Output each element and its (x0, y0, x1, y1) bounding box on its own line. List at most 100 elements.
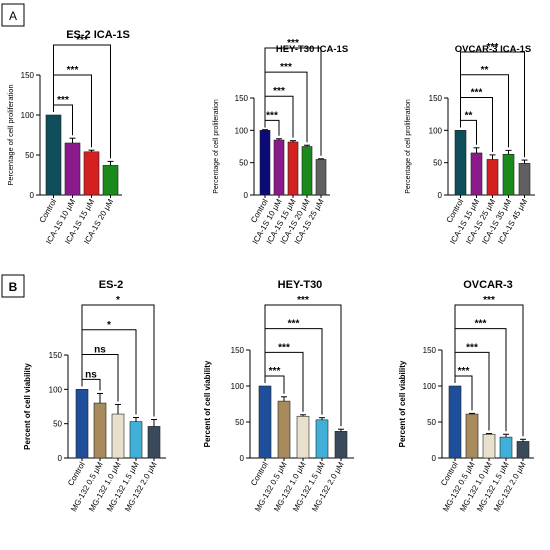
significance-label: ns (94, 345, 106, 356)
bar (482, 433, 496, 459)
panel-a-label-box: A (1, 3, 25, 27)
significance-bracket (454, 328, 507, 432)
bar (301, 146, 313, 196)
bar (287, 141, 299, 196)
y-axis-title: Percentage of cell proliferation (405, 99, 412, 194)
chart-5: OVCAR-3 0 50 100 150 Percent of cell viabilit… (398, 279, 534, 513)
significance-label: *** (278, 342, 290, 353)
significance-label: *** (475, 319, 487, 330)
significance-label: *** (466, 342, 478, 353)
bar (93, 402, 107, 459)
y-axis-title: Percent of cell viability (23, 363, 32, 450)
bar (75, 389, 89, 459)
panel-b-label: B (9, 280, 18, 294)
y-tick-label: 0 (58, 454, 63, 463)
significance-bracket (264, 304, 342, 427)
bar (102, 165, 119, 196)
significance-label: *** (297, 295, 309, 306)
significance-label: *** (483, 295, 495, 306)
y-tick-label: 0 (240, 454, 245, 463)
significance-label: *** (280, 62, 292, 73)
chart-title: OVCAR-3 (463, 279, 513, 291)
y-tick-label: 100 (429, 126, 443, 135)
bar (518, 163, 531, 196)
significance-label: *** (76, 35, 88, 46)
chart-1: HEY-T30 ICA-1S 0 50 100 150 Percentage of cel… (213, 38, 348, 246)
charts-group: ES-2 ICA-1S 0 50 100 150 Percentage of cell p… (6, 29, 535, 513)
y-axis-title: Percentage of cell proliferation (213, 99, 220, 194)
significance-label: *** (67, 65, 79, 76)
bar (111, 413, 125, 459)
bar (486, 159, 499, 196)
bar (465, 413, 479, 459)
bar (258, 385, 272, 459)
y-tick-label: 0 (30, 191, 35, 200)
y-tick-label: 150 (21, 71, 35, 80)
significance-bracket (454, 304, 524, 437)
significance-label: *** (458, 366, 470, 377)
bar (334, 431, 348, 459)
y-tick-label: 50 (239, 159, 248, 168)
panel-b-box (1, 274, 25, 298)
bar (502, 153, 515, 196)
bar (83, 151, 100, 196)
y-tick-label: 100 (423, 382, 437, 391)
bar (259, 130, 271, 196)
bar (315, 419, 329, 459)
y-tick-label: 50 (53, 420, 62, 429)
bar (470, 152, 483, 196)
bar (315, 159, 327, 196)
bar (448, 385, 462, 459)
y-tick-label: 100 (235, 126, 249, 135)
y-tick-label: 100 (231, 382, 245, 391)
y-tick-label: 0 (244, 191, 249, 200)
y-tick-label: 50 (25, 151, 34, 160)
y-tick-label: 0 (432, 454, 437, 463)
y-tick-label: 150 (423, 346, 437, 355)
chart-title: HEY-T30 ICA-1S (276, 44, 348, 55)
y-tick-label: 100 (21, 111, 35, 120)
significance-label: *** (57, 95, 69, 106)
y-tick-label: 100 (49, 385, 63, 394)
bar (64, 142, 81, 196)
significance-label: ns (85, 369, 97, 380)
y-axis-title: Percentage of cell proliferation (6, 84, 15, 185)
panel-b-label-box: B (1, 274, 25, 298)
y-tick-label: 50 (427, 418, 436, 427)
significance-bracket (81, 304, 155, 417)
significance-label: *** (287, 38, 299, 49)
bar (296, 415, 310, 459)
significance-label: ** (465, 110, 473, 121)
significance-bracket (264, 47, 322, 156)
bar (129, 421, 143, 459)
significance-label: * (116, 295, 120, 306)
y-axis-title: Percent of cell viability (398, 360, 407, 447)
significance-label: *** (269, 366, 281, 377)
y-tick-label: 150 (429, 94, 443, 103)
bar (516, 441, 530, 459)
bar (277, 400, 291, 459)
y-tick-label: 150 (231, 346, 245, 355)
significance-label: *** (273, 86, 285, 97)
y-axis-title: Percent of cell viability (203, 360, 212, 447)
significance-label: *** (487, 42, 499, 53)
chart-title: ES-2 ICA-1S (66, 29, 130, 41)
y-tick-label: 0 (438, 191, 443, 200)
chart-title: ES-2 (99, 279, 123, 291)
significance-bracket (81, 378, 101, 391)
bar (273, 139, 285, 196)
significance-label: *** (266, 110, 278, 121)
y-tick-label: 50 (235, 418, 244, 427)
bar (45, 114, 62, 196)
chart-title: HEY-T30 (278, 279, 323, 291)
significance-label: ** (481, 65, 489, 76)
bar (454, 130, 467, 196)
bar (147, 426, 161, 459)
chart-0: ES-2 ICA-1S 0 50 100 150 Percentage of cell p… (6, 29, 130, 246)
significance-label: *** (288, 319, 300, 330)
chart-2: OVCAR-3 ICA-1S 0 50 100 150 Percentage of cel… (405, 42, 535, 246)
significance-bracket (264, 71, 308, 143)
chart-4: HEY-T30 0 50 100 150 Percent of cell viabilit… (203, 279, 354, 513)
